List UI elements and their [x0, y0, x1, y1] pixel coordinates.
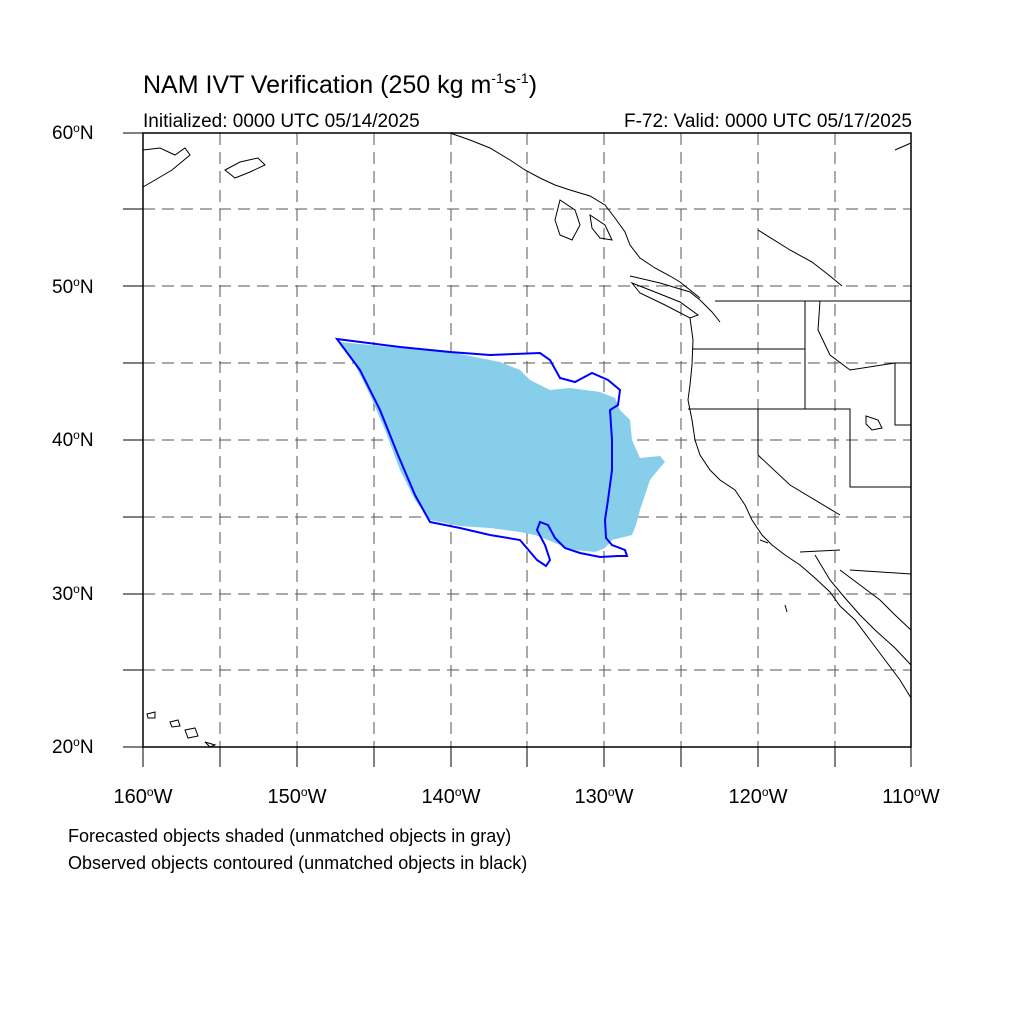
coastlines [142, 132, 912, 748]
lat-label-20: 20oN [52, 735, 94, 758]
lat-label-30: 30oN [52, 582, 94, 605]
lon-label-160: 160oW [113, 785, 173, 808]
valid-time: F-72: Valid: 0000 UTC 05/17/2025 [624, 111, 912, 132]
lat-label-60: 60oN [52, 121, 94, 144]
lon-label-140: 140oW [421, 785, 481, 808]
lon-label-150: 150oW [267, 785, 327, 808]
observed-note: Observed objects contoured (unmatched ob… [68, 853, 528, 873]
lon-label-110: 110oW [882, 785, 940, 808]
initialized-time: Initialized: 0000 UTC 05/14/2025 [143, 111, 420, 132]
lat-label-50: 50oN [52, 275, 94, 298]
forecast-note: Forecasted objects shaded (unmatched obj… [68, 826, 512, 846]
observed-object-contour [334, 337, 629, 568]
axis-ticks [123, 132, 912, 767]
map-title: NAM IVT Verification (250 kg m-1s-1) [143, 70, 538, 99]
lon-label-120: 120oW [728, 785, 788, 808]
forecast-object-fill [340, 342, 665, 552]
lat-label-40: 40oN [52, 428, 94, 451]
lon-label-130: 130oW [574, 785, 634, 808]
